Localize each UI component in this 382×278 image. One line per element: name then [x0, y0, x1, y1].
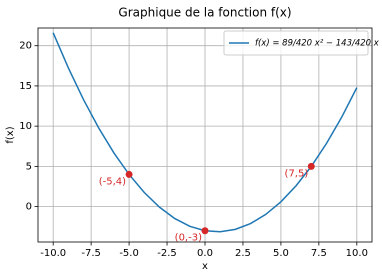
y-tick-label: 5: [26, 161, 32, 172]
legend-label: f(x) = 89/420 x² − 143/420 x − 3: [255, 39, 382, 49]
y-tick-label: 20: [19, 41, 32, 52]
x-tick-label: 2.5: [235, 248, 251, 259]
x-tick-label: 5.0: [273, 248, 289, 259]
y-tick-label: 10: [19, 121, 32, 132]
chart-title: Graphique de la fonction f(x): [118, 6, 291, 20]
point-label: (-5,4): [99, 176, 126, 187]
x-tick-label: -7.5: [81, 248, 101, 259]
x-tick-label: 7.5: [311, 248, 327, 259]
y-axis-label: f(x): [5, 126, 16, 143]
y-tick-label: 15: [19, 81, 32, 92]
point-label: (7,5): [285, 168, 309, 179]
point-label: (0,-3): [175, 233, 202, 244]
x-axis-label: x: [202, 261, 208, 272]
x-tick-label: 10.0: [346, 248, 368, 259]
legend-box: [223, 30, 369, 56]
x-tick-label: 0.0: [197, 248, 213, 259]
x-tick-label: -5.0: [119, 248, 139, 259]
frame: [37, 27, 373, 243]
point: [307, 162, 315, 170]
x-tick-label: -10.0: [40, 248, 66, 259]
point: [125, 170, 133, 178]
x-tick-label: -2.5: [157, 248, 177, 259]
y-tick-label: 0: [26, 202, 32, 213]
point: [201, 227, 209, 235]
